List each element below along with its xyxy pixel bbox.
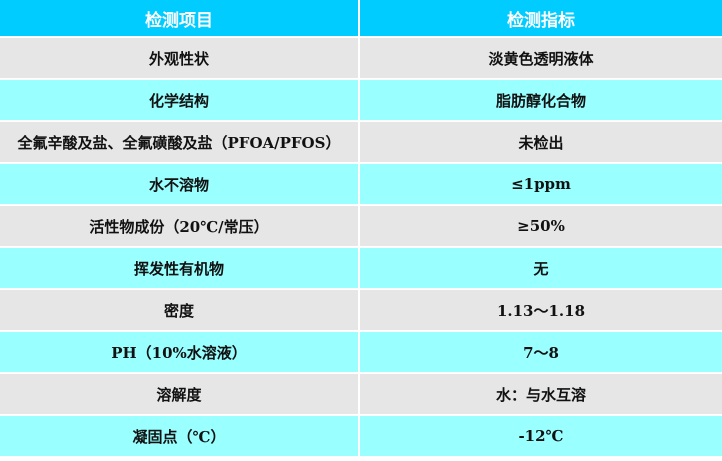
item-cell: PH（10%水溶液） bbox=[0, 330, 360, 374]
header-row: 检测项目 检测指标 bbox=[0, 0, 722, 38]
item-cell: 水不溶物 bbox=[0, 162, 360, 206]
spec-cell: 无 bbox=[358, 246, 722, 290]
table-row: 化学结构 脂肪醇化合物 bbox=[0, 78, 722, 122]
item-cell: 挥发性有机物 bbox=[0, 246, 360, 290]
item-cell: 外观性状 bbox=[0, 36, 360, 80]
spec-cell: 未检出 bbox=[358, 120, 722, 164]
table-row: 密度 1.13～1.18 bbox=[0, 288, 722, 332]
spec-cell: ≤1ppm bbox=[358, 162, 722, 206]
table-row: 凝固点（℃） -12℃ bbox=[0, 414, 722, 458]
table-row: 溶解度 水：与水互溶 bbox=[0, 372, 722, 416]
item-cell: 溶解度 bbox=[0, 372, 360, 416]
item-cell: 活性物成份（20℃/常压） bbox=[0, 204, 360, 248]
spec-cell: -12℃ bbox=[358, 414, 722, 458]
item-cell: 全氟辛酸及盐、全氟磺酸及盐（PFOA/PFOS） bbox=[0, 120, 360, 164]
spec-cell: 1.13～1.18 bbox=[358, 288, 722, 332]
spec-cell: 7～8 bbox=[358, 330, 722, 374]
table-row: 挥发性有机物无 bbox=[0, 246, 722, 290]
spec-cell: 水：与水互溶 bbox=[358, 372, 722, 416]
header-item: 检测项目 bbox=[0, 0, 360, 38]
table-row: 活性物成份（20℃/常压） ≥50% bbox=[0, 204, 722, 248]
item-cell: 凝固点（℃） bbox=[0, 414, 360, 458]
spec-cell: 淡黄色透明液体 bbox=[358, 36, 722, 80]
spec-cell: 脂肪醇化合物 bbox=[358, 78, 722, 122]
table-row: 水不溶物 ≤1ppm bbox=[0, 162, 722, 206]
table-row: PH（10%水溶液） 7～8 bbox=[0, 330, 722, 374]
table-row: 全氟辛酸及盐、全氟磺酸及盐（PFOA/PFOS） 未检出 bbox=[0, 120, 722, 164]
table-row: 外观性状 淡黄色透明液体 bbox=[0, 36, 722, 80]
item-cell: 化学结构 bbox=[0, 78, 360, 122]
spec-cell: ≥50% bbox=[358, 204, 722, 248]
header-spec: 检测指标 bbox=[358, 0, 722, 38]
item-cell: 密度 bbox=[0, 288, 360, 332]
